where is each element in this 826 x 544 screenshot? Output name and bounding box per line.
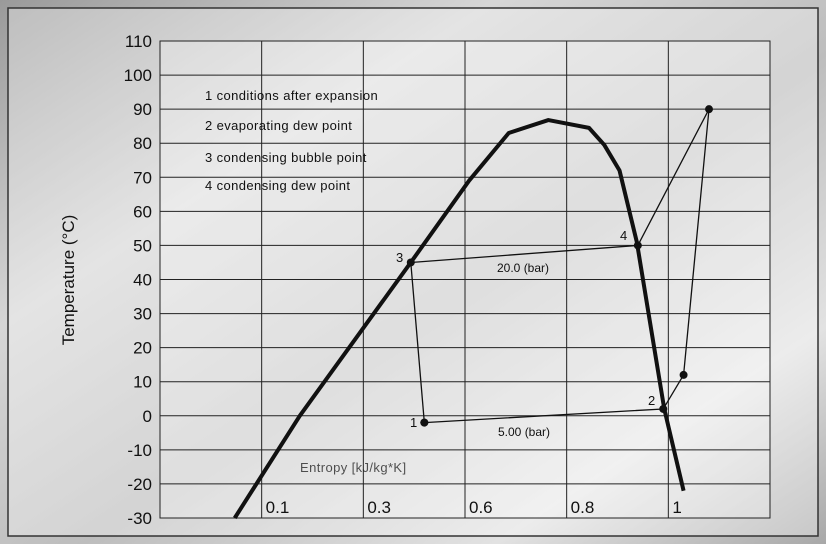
y-tick-label: -30 [127, 509, 152, 528]
y-tick-label: 40 [133, 271, 152, 290]
y-tick-label: 30 [133, 305, 152, 324]
point-label: 3 [396, 250, 404, 265]
note: 4 condensing dew point [205, 178, 350, 193]
marker [679, 370, 688, 379]
x-tick-label: 0.8 [571, 498, 595, 517]
y-tick-label: 110 [125, 32, 152, 51]
marker [406, 258, 415, 267]
plot [159, 40, 771, 519]
marker [420, 418, 429, 427]
note: 1 conditions after expansion [205, 88, 378, 103]
x-tick-label: 1 [672, 498, 681, 517]
y-tick-label: 10 [133, 373, 152, 392]
line [233, 118, 686, 520]
y-tick-label: 100 [124, 66, 152, 85]
notes: 1 conditions after expansion 2 evaporati… [205, 88, 378, 193]
marker [659, 404, 668, 413]
y-tick-label: -10 [127, 441, 152, 460]
y-tick-label: 80 [133, 134, 152, 153]
y-tick-label: 90 [133, 100, 152, 119]
note: 2 evaporating dew point [205, 118, 352, 133]
point-label: 4 [620, 228, 628, 243]
y-tick-label: 20 [133, 339, 152, 358]
x-tick-label: 0.1 [266, 498, 290, 517]
y-tick-label: 0 [143, 407, 152, 426]
pressure-label: 20.0 (bar) [497, 261, 549, 275]
note: 3 condensing bubble point [205, 150, 367, 165]
frame [7, 7, 819, 537]
marker [633, 241, 642, 250]
point-label: 2 [648, 393, 656, 408]
y-tick-label: 50 [133, 236, 152, 255]
x-tick-label: 0.6 [469, 498, 493, 517]
x-tick-label: 0.3 [367, 498, 391, 517]
point-label: 1 [410, 415, 418, 430]
y-axis-label: Temperature (°C) [59, 215, 78, 346]
y-tick-label: 70 [133, 168, 152, 187]
y-tick-label: -20 [127, 475, 152, 494]
y-tick-label: 60 [133, 202, 152, 221]
marker [705, 105, 713, 114]
pressure-label: 5.00 (bar) [498, 425, 550, 439]
x-axis-label: Entropy [kJ/kg*K] [300, 460, 407, 475]
